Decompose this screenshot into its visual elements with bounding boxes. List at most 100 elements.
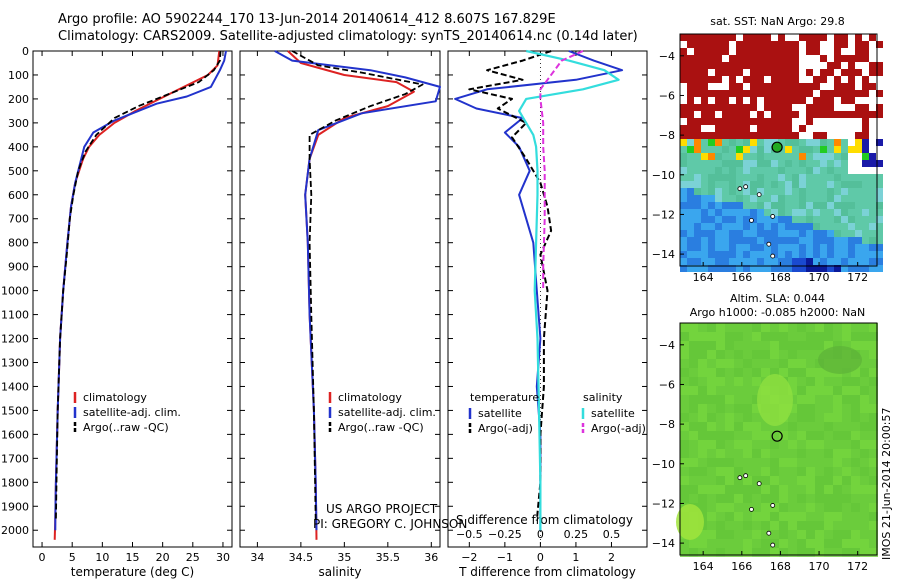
sla-map-cell (725, 395, 734, 404)
sla-map-cell (842, 377, 851, 386)
sst-map-cell (799, 237, 806, 244)
sst-map-cell (757, 55, 764, 62)
sst-map-cell (820, 139, 827, 146)
sst-map-cell (764, 139, 771, 146)
sla-map-cell (752, 539, 761, 548)
temp-xtick-label: 20 (156, 551, 170, 564)
sst-map-cell (750, 41, 757, 48)
sst-map-cell (743, 223, 750, 230)
sla-map-cell (743, 503, 752, 512)
sla-map-cell (707, 476, 716, 485)
sla-map-cell (806, 476, 815, 485)
sst-map-cell (757, 202, 764, 209)
sst-map-cell (757, 90, 764, 97)
sst-map-cell (722, 202, 729, 209)
sla-map-cell (716, 359, 725, 368)
sla-map-cell (743, 548, 752, 557)
sla-map-cell (770, 530, 779, 539)
sla-map-cell (770, 548, 779, 557)
sla-island-marker (737, 475, 743, 481)
sla-map-cell (734, 332, 743, 341)
sla-map-cell (761, 323, 770, 332)
sla-map-cell (797, 431, 806, 440)
sst-map-cell (708, 202, 715, 209)
sla-map-title-line2: Argo h1000: -0.085 h2000: NaN (689, 306, 866, 319)
sla-map-cell (716, 323, 725, 332)
sla-map-cell (815, 485, 824, 494)
sla-map-cell (761, 530, 770, 539)
sla-map-cell (860, 341, 869, 350)
sla-map-cell (806, 413, 815, 422)
sst-map-cell (848, 90, 855, 97)
sst-map-cell (757, 76, 764, 83)
sst-map-cell (792, 90, 799, 97)
sla-map-cell (716, 458, 725, 467)
sst-map-cell (785, 230, 792, 237)
sst-map-cell (743, 90, 750, 97)
sla-map-cell (797, 530, 806, 539)
sst-map-cell (834, 76, 841, 83)
sla-map-cell (779, 422, 788, 431)
sst-map-cell (834, 202, 841, 209)
diff-legend-label: satellite (591, 407, 635, 420)
sla-map-cell (770, 521, 779, 530)
sla-map-cell (824, 368, 833, 377)
sst-map-cell (855, 258, 862, 265)
sla-map-cell (824, 332, 833, 341)
sla-map-cell (716, 503, 725, 512)
sst-map-cell (848, 181, 855, 188)
sst-map-cell (848, 146, 855, 153)
sla-map-cell (743, 539, 752, 548)
sla-map-cell (833, 548, 842, 557)
sst-map-cell (806, 111, 813, 118)
sst-map-cell (694, 69, 701, 76)
sst-map-cell (841, 90, 848, 97)
sst-map-cell (757, 230, 764, 237)
sst-map-cell (750, 188, 757, 195)
sst-map-cell (729, 83, 736, 90)
sla-ytick-label: −6 (659, 378, 675, 391)
sst-map-cell (701, 167, 708, 174)
sla-map-cell (725, 485, 734, 494)
sst-map-cell (715, 41, 722, 48)
sst-map-cell (757, 62, 764, 69)
sal-xtick-label: 34.5 (289, 551, 314, 564)
sst-map-cell (750, 139, 757, 146)
sla-map-cell (806, 377, 815, 386)
sst-map-cell (785, 160, 792, 167)
sla-map-cell (680, 467, 689, 476)
sst-map-cell (687, 69, 694, 76)
sst-map-cell (701, 153, 708, 160)
sla-map-cell (680, 485, 689, 494)
sla-map-cell (869, 548, 878, 557)
sst-map-cell (820, 146, 827, 153)
sst-map-cell (785, 118, 792, 125)
sst-map-cell (722, 139, 729, 146)
sla-map-cell (833, 404, 842, 413)
sla-map-cell (734, 350, 743, 359)
sst-map-cell (687, 83, 694, 90)
sst-map-cell (813, 139, 820, 146)
sla-low-anomaly (818, 346, 862, 374)
sst-map-cell (778, 132, 785, 139)
sla-map-cell (743, 494, 752, 503)
sla-map-cell (761, 494, 770, 503)
sst-map-cell (848, 237, 855, 244)
sla-map-cell (833, 440, 842, 449)
sst-map-cell (834, 216, 841, 223)
sst-xtick-label: 168 (770, 271, 791, 284)
sst-map-cell (771, 265, 778, 272)
sla-map-cell (860, 404, 869, 413)
sst-map-cell (855, 265, 862, 272)
sla-map-cell (860, 413, 869, 422)
sst-map-cell (806, 195, 813, 202)
sst-map-cell (862, 83, 869, 90)
sst-map-cell (827, 111, 834, 118)
sst-map-cell (827, 153, 834, 160)
sst-map-cell (757, 237, 764, 244)
sst-map-cell (687, 41, 694, 48)
sst-map-cell (848, 244, 855, 251)
sst-map-cell (820, 181, 827, 188)
sst-map-cell (722, 90, 729, 97)
sla-map-cell (725, 350, 734, 359)
